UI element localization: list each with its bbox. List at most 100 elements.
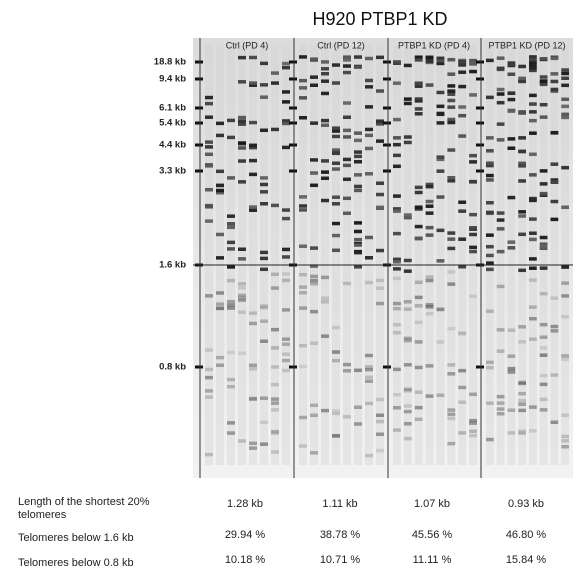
gel-band	[496, 138, 505, 142]
gel-band	[414, 84, 423, 88]
gel-band	[365, 365, 373, 369]
gel-band	[343, 196, 351, 201]
gel-band	[354, 138, 362, 143]
gel-band	[539, 335, 548, 339]
gel-band	[227, 225, 235, 230]
gel-band	[216, 355, 224, 360]
gel-band	[539, 382, 548, 387]
gel-band	[393, 136, 401, 140]
gel-band	[238, 293, 246, 298]
gel-band	[321, 296, 329, 300]
marker-band	[289, 77, 297, 81]
gel-band	[227, 222, 235, 226]
gel-band	[321, 79, 329, 83]
gel-band	[343, 55, 351, 59]
gel-band	[561, 357, 569, 362]
gel-band	[414, 99, 423, 103]
gel-band	[238, 159, 246, 163]
gel-band	[436, 58, 445, 63]
gel-band	[486, 161, 494, 165]
gel-band	[249, 158, 257, 163]
gel-band	[354, 65, 362, 69]
gel-band	[205, 348, 213, 352]
gel-band	[299, 244, 307, 248]
gel-band	[550, 162, 559, 166]
marker-band	[383, 106, 391, 110]
gel-band	[282, 247, 290, 252]
gel-band	[436, 228, 445, 233]
gel-band	[321, 159, 329, 163]
gel-band	[376, 89, 384, 93]
gel-band	[343, 58, 351, 62]
gel-band	[343, 281, 351, 286]
gel-band	[469, 62, 477, 66]
gel-band	[238, 439, 246, 443]
gel-band	[539, 79, 548, 83]
gel-band	[496, 227, 505, 231]
gel-band	[403, 387, 412, 392]
marker-band	[383, 121, 391, 125]
marker-band	[476, 60, 484, 64]
gel-band	[414, 112, 423, 116]
gel-band	[469, 429, 477, 433]
gel-band	[321, 72, 329, 76]
gel-band	[376, 278, 384, 283]
gel-band	[529, 55, 537, 59]
gel-band	[447, 120, 456, 125]
gel-band	[216, 188, 224, 193]
gel-band	[260, 256, 268, 261]
gel-band	[486, 401, 494, 406]
gel-band	[403, 269, 412, 273]
gel-band	[414, 280, 423, 285]
gel-band	[299, 208, 307, 212]
gel-band	[550, 373, 559, 377]
gel-band	[216, 121, 224, 126]
gel-band	[332, 350, 340, 355]
gel-band	[561, 444, 569, 449]
table-cell: 15.84 %	[505, 554, 547, 566]
gel-band	[249, 363, 257, 368]
gel-band	[238, 282, 246, 286]
gel-band	[518, 161, 526, 166]
gel-band	[539, 242, 548, 246]
gel-band	[376, 448, 384, 453]
gel-band	[310, 121, 318, 125]
gel-band	[332, 195, 340, 199]
gel-band	[414, 224, 423, 229]
gel-band	[332, 358, 340, 363]
gel-band	[539, 373, 548, 378]
gel-band	[403, 336, 412, 341]
gel-band	[354, 422, 362, 426]
gel-band	[216, 306, 224, 310]
gel-band	[393, 330, 401, 335]
gel-band	[393, 367, 401, 372]
gel-band	[282, 90, 290, 94]
lane-smear	[282, 45, 290, 465]
lane-label: PTBP1 KD (PD 12)	[488, 40, 565, 50]
gel-band	[227, 176, 235, 180]
gel-band	[205, 375, 213, 380]
gel-band	[354, 150, 362, 154]
gel-band	[518, 391, 526, 396]
gel-band	[393, 81, 401, 85]
gel-band	[249, 441, 257, 446]
gel-band	[365, 280, 373, 285]
gel-band	[507, 72, 516, 77]
gel-band	[310, 413, 318, 418]
gel-band	[518, 402, 526, 406]
gel-band	[425, 233, 434, 237]
gel-band	[529, 337, 537, 341]
gel-band	[507, 91, 516, 95]
gel-band	[550, 180, 559, 184]
marker-band	[476, 365, 484, 369]
marker-label: 4.4 kb	[159, 140, 186, 151]
lane-smear	[507, 45, 516, 465]
gel-band	[469, 418, 477, 423]
gel-band	[205, 294, 213, 298]
gel-band	[260, 176, 268, 180]
marker-label: 18.8 kb	[154, 57, 186, 68]
marker-label: 6.1 kb	[159, 103, 186, 114]
gel-band	[365, 353, 373, 358]
gel-band	[332, 325, 340, 330]
gel-band	[299, 290, 307, 295]
